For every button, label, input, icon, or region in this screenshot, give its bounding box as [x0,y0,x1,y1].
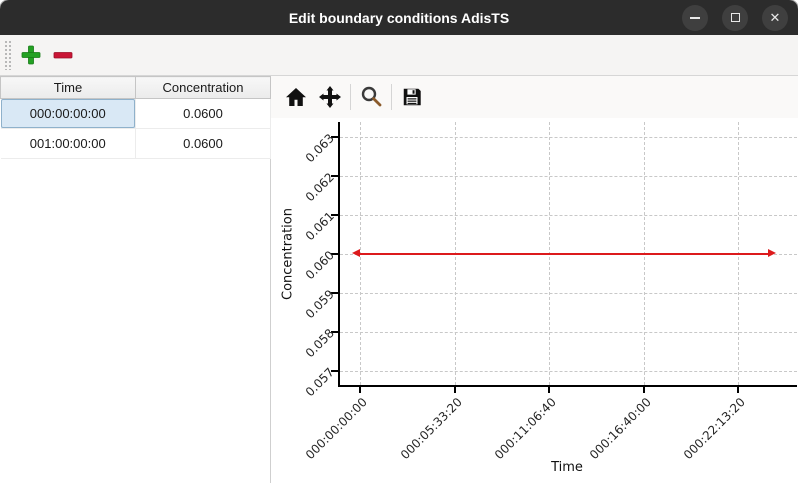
gridline [340,332,797,333]
x-tick-mark [548,387,550,393]
minus-icon [53,52,73,59]
column-header-concentration[interactable]: Concentration [135,76,271,99]
toolbar-grip-handle[interactable] [4,40,12,70]
remove-row-button[interactable] [49,40,77,70]
cell-concentration[interactable]: 0.0600 [135,98,271,129]
maximize-icon [730,13,740,22]
gridline [340,293,797,294]
gridline [340,176,797,177]
gridline [340,371,797,372]
gridline [340,215,797,216]
toolbar-separator [350,84,351,110]
cell-concentration[interactable]: 0.0600 [135,128,271,159]
edit-toolbar [0,35,798,76]
home-icon [286,88,306,106]
x-tick-label: 000:05:33:20 [397,395,465,463]
x-tick-mark [453,387,456,393]
window-controls: ✕ [682,0,788,35]
pan-button[interactable] [313,82,347,112]
cell-time[interactable]: 000:00:00:00 [0,98,136,129]
y-tick-mark [331,370,338,372]
toolbar-separator [391,84,392,110]
data-series-line [360,253,769,255]
y-tick-mark [331,253,338,255]
table-body: 000:00:00:00 0.0600 001:00:00:00 0.0600 [0,98,271,159]
table-panel: Time Concentration 000:00:00:00 0.0600 001… [0,76,271,483]
gridline [340,137,797,138]
y-tick-mark [331,175,338,177]
x-tick-label: 000:11:06:40 [491,395,559,463]
x-tick-mark [642,387,645,393]
y-tick-mark [331,214,338,216]
x-tick-mark [359,387,361,393]
save-icon [403,88,421,106]
y-tick-mark [331,292,338,294]
minimize-button[interactable] [682,4,708,31]
boundary-table: Time Concentration 000:00:00:00 0.0600 001… [0,76,271,159]
plot-toolbar [271,76,798,118]
move-icon [319,86,341,108]
minimize-icon [690,16,700,19]
titlebar[interactable]: Edit boundary conditions AdisTS ✕ [0,0,798,35]
x-axis-title: Time [551,460,583,475]
zoom-button[interactable] [354,82,388,112]
maximize-button[interactable] [722,4,748,31]
x-tick-mark [737,387,739,393]
home-button[interactable] [279,82,313,112]
close-icon: ✕ [769,10,781,25]
main-content: Time Concentration 000:00:00:00 0.0600 001… [0,76,798,483]
plot-panel: Concentration Time 000:00:00:00 000:05:33… [271,76,798,483]
cell-time[interactable]: 001:00:00:00 [0,128,136,159]
arrow-right-marker [768,249,777,257]
y-tick-mark [331,331,338,333]
arrow-left-marker [352,249,360,257]
table-row: 000:00:00:00 0.0600 [0,98,271,129]
column-header-time[interactable]: Time [0,76,136,99]
window-title: Edit boundary conditions AdisTS [288,9,510,26]
table-header-row: Time Concentration [0,76,271,99]
figure[interactable]: Concentration Time 000:00:00:00 000:05:33… [271,118,798,483]
plus-icon [21,45,41,65]
y-tick-mark [331,136,338,138]
save-button[interactable] [395,82,429,112]
x-axis-spine [338,385,797,387]
add-row-button[interactable] [17,40,45,70]
x-tick-label: 000:22:13:20 [680,395,748,463]
magnifier-icon [361,86,382,107]
y-axis-spine [338,122,340,387]
table-row: 001:00:00:00 0.0600 [0,128,271,159]
close-button[interactable]: ✕ [762,4,788,31]
